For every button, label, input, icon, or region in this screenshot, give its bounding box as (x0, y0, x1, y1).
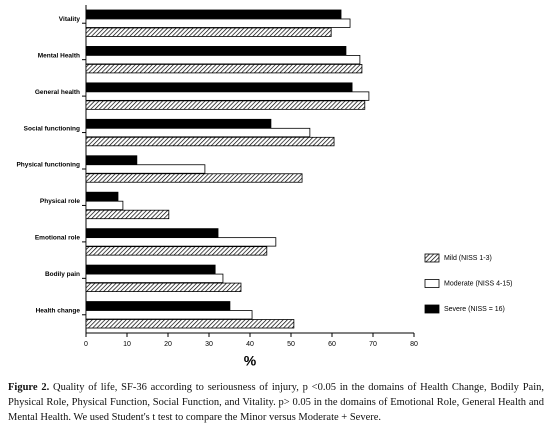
y-tick-label: Health change (36, 307, 81, 314)
x-tick-label: 70 (369, 341, 377, 348)
x-tick-label: 20 (164, 341, 172, 348)
x-axis-label: % (244, 353, 257, 369)
x-tick-label: 10 (123, 341, 131, 348)
bar (85, 310, 253, 320)
bar (85, 27, 332, 37)
x-tick-label: 0 (84, 341, 88, 348)
legend-label: Moderate (NISS 4-15) (444, 280, 512, 287)
bar (85, 100, 366, 110)
bar (85, 155, 138, 165)
legend-swatch (424, 279, 440, 288)
bar (85, 164, 206, 174)
bar (85, 228, 219, 238)
legend-label: Mild (NISS 1-3) (444, 255, 492, 262)
legend-label: Severe (NISS = 16) (444, 306, 505, 313)
bar (85, 319, 295, 329)
bar (85, 127, 311, 138)
bar (85, 200, 124, 211)
bar (85, 9, 342, 19)
y-tick-label: Physical role (40, 198, 80, 205)
x-tick-label: 60 (328, 341, 336, 348)
y-tick-label: Social functioning (24, 125, 80, 132)
caption: Figure 2. Quality of life, SF-36 accordi… (8, 380, 544, 425)
bar (85, 91, 370, 101)
bar (85, 264, 216, 274)
bar (85, 246, 268, 256)
bar (85, 136, 335, 147)
y-tick-label: Emotional role (35, 235, 81, 242)
bar (85, 46, 347, 56)
caption-text: Quality of life, SF-36 according to seri… (8, 382, 544, 423)
legend-swatch (424, 253, 440, 263)
x-tick-label: 40 (246, 341, 254, 348)
bar (85, 82, 353, 92)
y-tick-label: Physical functioning (16, 162, 80, 169)
bar (85, 55, 361, 65)
bar (85, 301, 231, 311)
y-tick-label: Bodily pain (45, 271, 80, 278)
bar (85, 273, 224, 283)
bar (85, 191, 119, 202)
bar (85, 237, 277, 247)
bar (85, 173, 303, 183)
legend-swatch (424, 304, 440, 314)
x-tick-label: 50 (287, 341, 295, 348)
x-tick-label: 30 (205, 341, 213, 348)
y-tick-label: General health (35, 89, 80, 96)
chart: % 0 10 20 30 40 50 60 70 80 Vitality Mental Health… (16, 5, 512, 369)
y-tick-label: Vitality (59, 16, 81, 23)
y-tick-label: Mental Health (38, 52, 80, 59)
bar (85, 209, 170, 220)
bar (85, 118, 272, 129)
bar (85, 64, 363, 74)
bar (85, 282, 242, 292)
x-tick-label: 80 (410, 341, 418, 348)
bar (85, 18, 351, 28)
caption-label: Figure 2. (8, 382, 50, 393)
